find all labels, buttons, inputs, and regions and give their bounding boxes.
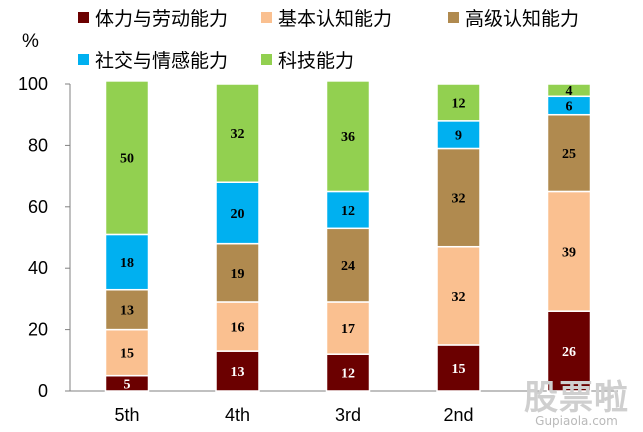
bar-segment	[104, 233, 150, 291]
legend-label-social-emotional: 社交与情感能力	[95, 51, 229, 72]
bar-data-label: 32	[231, 127, 245, 142]
watermark-logo: 股票啦	[524, 378, 629, 418]
bar-data-label: 5	[124, 377, 131, 392]
bar-data-label: 12	[452, 96, 466, 111]
bar-segment	[325, 353, 371, 392]
y-tick-label: 80	[28, 135, 48, 155]
legend-swatch-social-emotional	[78, 54, 89, 65]
y-tick-label: 40	[28, 258, 48, 278]
legend-item-basic-cognitive: 基本认知能力	[261, 4, 392, 31]
bar-data-label: 32	[452, 290, 466, 305]
bar-segment	[215, 181, 260, 245]
x-category-label: 3rd	[335, 405, 361, 425]
bar-segment	[215, 83, 260, 183]
x-category-label: 2nd	[443, 405, 473, 425]
legend-item-physical: 体力与劳动能力	[78, 4, 228, 31]
bar-segment	[325, 301, 371, 355]
legend-item-higher-cognitive: 高级认知能力	[448, 4, 579, 31]
watermark: 股票啦 Gupiaola.com	[524, 380, 629, 428]
legend-label-physical: 体力与劳动能力	[95, 9, 229, 30]
bar-segment	[546, 310, 592, 392]
bar-data-label: 13	[120, 304, 134, 319]
legend-label-technological: 科技能力	[278, 51, 355, 72]
bar-segment	[436, 147, 481, 248]
y-axis-unit: %	[22, 31, 39, 52]
bar-data-label: 6	[566, 99, 573, 114]
bar-data-label: 15	[452, 362, 466, 377]
bar-segment	[104, 328, 150, 377]
legend-swatch-physical	[78, 12, 89, 23]
bar-segment	[215, 301, 260, 352]
bar-segment	[436, 120, 481, 150]
bar-data-label: 26	[562, 345, 576, 360]
bar-data-label: 36	[341, 130, 355, 145]
bar-segment	[104, 288, 150, 331]
bar-data-label: 50	[120, 152, 134, 167]
legend-label-higher-cognitive: 高级认知能力	[465, 9, 580, 30]
bar-data-label: 32	[452, 192, 466, 207]
legend-item-social-emotional: 社交与情感能力	[78, 46, 228, 73]
watermark-url: Gupiaola.com	[535, 414, 618, 428]
bar-data-label: 4	[566, 84, 573, 99]
bar-segment	[325, 227, 371, 303]
x-category-label: 4th	[225, 405, 250, 425]
legend-item-technological: 科技能力	[261, 46, 354, 73]
y-tick-label: 0	[38, 381, 48, 401]
bar-segment	[325, 80, 371, 193]
bar-data-label: 16	[231, 321, 245, 336]
y-tick-label: 20	[28, 320, 48, 340]
y-tick-label: 60	[28, 197, 48, 217]
bar-data-label: 12	[341, 367, 355, 382]
legend-swatch-basic-cognitive	[261, 12, 272, 23]
bar-segment	[436, 83, 481, 122]
bar-data-label: 19	[231, 267, 245, 282]
legend-swatch-technological	[261, 54, 272, 65]
x-category-label: 5th	[114, 405, 139, 425]
bar-segment	[546, 113, 592, 193]
bar-segment	[546, 190, 592, 312]
bar-segment	[546, 83, 592, 98]
bar-segment	[436, 344, 481, 392]
bar-data-label: 12	[341, 204, 355, 219]
bar-segment	[104, 80, 150, 236]
bar-data-label: 24	[341, 259, 355, 274]
legend-label-basic-cognitive: 基本认知能力	[278, 9, 393, 30]
bar-data-label: 9	[455, 129, 462, 144]
bar-data-label: 20	[231, 207, 245, 222]
bar-data-label: 39	[562, 245, 576, 260]
bar-data-label: 13	[231, 365, 245, 380]
legend-swatch-higher-cognitive	[448, 12, 459, 23]
bar-data-label: 17	[341, 322, 355, 337]
bar-data-label: 18	[120, 256, 134, 271]
bar-segment	[215, 242, 260, 303]
bar-segment	[436, 245, 481, 346]
y-tick-label: 100	[18, 74, 48, 94]
bar-data-label: 25	[562, 147, 576, 162]
bar-data-label: 15	[120, 347, 134, 362]
